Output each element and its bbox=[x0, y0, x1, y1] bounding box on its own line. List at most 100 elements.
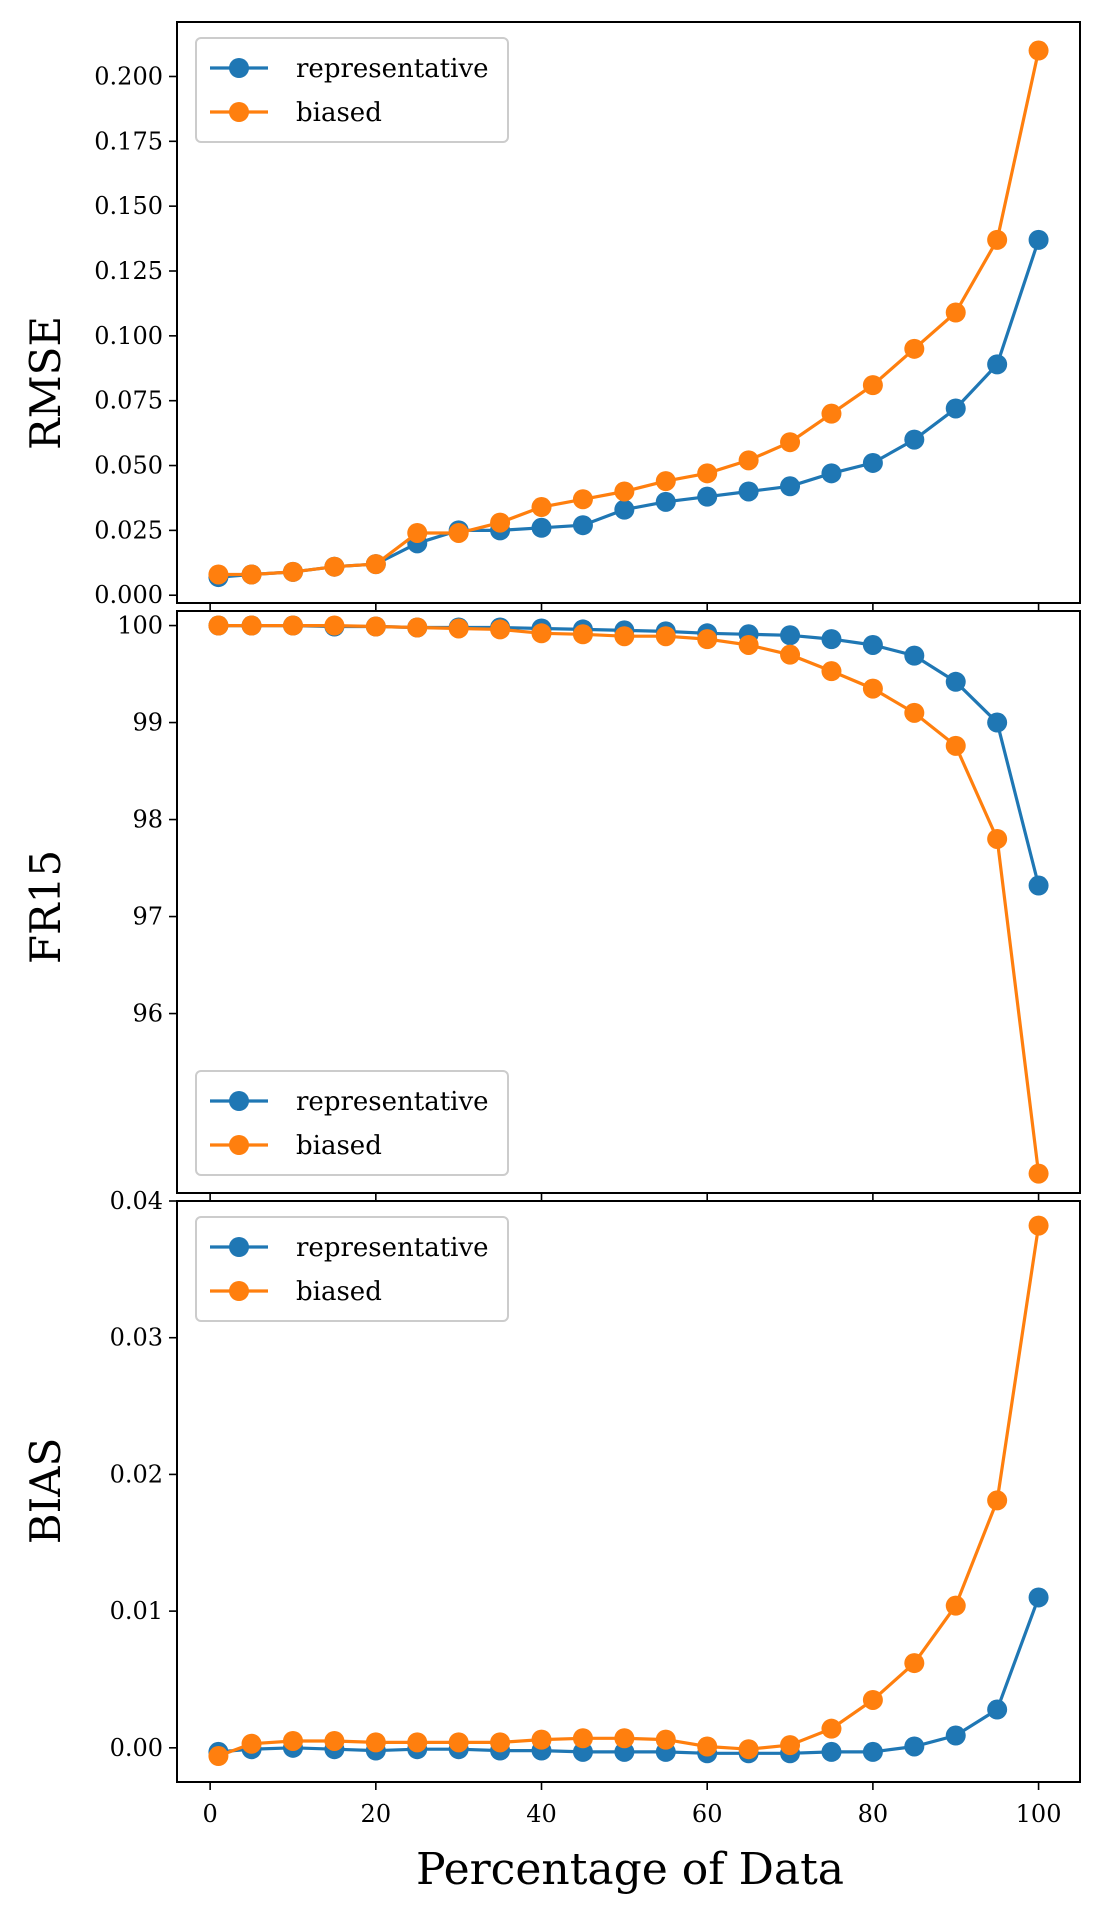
data-point-representative bbox=[945, 1725, 966, 1746]
data-point-representative bbox=[738, 481, 759, 502]
panel-fr15: 96 97 98 99 100 FR15 representative biased bbox=[21, 610, 1081, 1201]
data-point-biased bbox=[821, 1718, 842, 1739]
legend-marker-biased bbox=[229, 1281, 249, 1301]
chart-panels: 0.000 0.025 0.050 0.075 0.100 0.125 0.150 0.175… bbox=[21, 21, 1081, 1790]
data-point-biased bbox=[945, 735, 966, 756]
legend: representative biased bbox=[195, 1070, 509, 1176]
data-point-representative bbox=[945, 671, 966, 692]
legend-label-biased: biased bbox=[296, 98, 382, 128]
y-tick-label: 0.000 bbox=[94, 581, 163, 609]
data-point-biased bbox=[655, 471, 676, 492]
legend-box bbox=[195, 37, 509, 143]
data-point-representative bbox=[780, 476, 801, 497]
data-point-biased bbox=[945, 1595, 966, 1616]
data-point-representative bbox=[1028, 875, 1049, 896]
y-tick-label: 96 bbox=[132, 1000, 163, 1028]
data-point-biased bbox=[655, 626, 676, 647]
data-point-biased bbox=[614, 1728, 635, 1749]
data-point-biased bbox=[365, 616, 386, 637]
data-point-representative bbox=[945, 398, 966, 419]
data-point-biased bbox=[572, 489, 593, 510]
data-point-representative bbox=[821, 1741, 842, 1762]
legend-marker-representative bbox=[229, 1237, 249, 1257]
data-point-representative bbox=[987, 712, 1008, 733]
data-point-representative bbox=[904, 645, 925, 666]
data-point-biased bbox=[282, 1730, 303, 1751]
data-point-representative bbox=[655, 491, 676, 512]
data-point-biased bbox=[987, 229, 1008, 250]
y-tick-label: 0.200 bbox=[94, 62, 163, 90]
legend-box bbox=[195, 1070, 509, 1176]
data-point-biased bbox=[208, 1746, 229, 1767]
data-point-biased bbox=[324, 615, 345, 636]
x-tick-label: 20 bbox=[361, 1800, 392, 1828]
data-point-biased bbox=[1028, 1163, 1049, 1184]
data-point-biased bbox=[987, 1490, 1008, 1511]
y-tick-label: 0.050 bbox=[94, 452, 163, 480]
y-tick-label: 0.02 bbox=[110, 1460, 163, 1488]
axes-frame bbox=[176, 610, 1081, 1194]
legend-label-biased: biased bbox=[296, 1131, 382, 1161]
y-tick-label: 100 bbox=[117, 612, 163, 640]
data-point-biased bbox=[904, 1653, 925, 1674]
data-point-representative bbox=[531, 517, 552, 538]
data-point-biased bbox=[821, 661, 842, 682]
data-point-representative bbox=[862, 1741, 883, 1762]
x-tick-label: 80 bbox=[858, 1800, 889, 1828]
data-point-biased bbox=[208, 564, 229, 585]
data-point-representative bbox=[987, 354, 1008, 375]
data-point-biased bbox=[241, 564, 262, 585]
data-point-biased bbox=[282, 561, 303, 582]
data-point-biased bbox=[697, 629, 718, 650]
data-point-biased bbox=[904, 702, 925, 723]
data-point-biased bbox=[862, 1689, 883, 1710]
y-tick-label: 99 bbox=[132, 709, 163, 737]
data-point-biased bbox=[241, 615, 262, 636]
data-point-biased bbox=[208, 615, 229, 636]
legend-marker-biased bbox=[229, 1135, 249, 1155]
data-point-representative bbox=[572, 515, 593, 536]
data-point-biased bbox=[904, 338, 925, 359]
axes-frame bbox=[176, 21, 1081, 604]
panel-bias: 0.00 0.01 0.02 0.03 0.04 BIAS representative bi… bbox=[21, 1187, 1081, 1790]
data-point-biased bbox=[614, 481, 635, 502]
legend: representative biased bbox=[195, 37, 509, 143]
y-tick-label: 97 bbox=[132, 903, 163, 931]
series-line-representative bbox=[218, 239, 1041, 579]
data-point-biased bbox=[448, 618, 469, 639]
data-point-biased bbox=[697, 463, 718, 484]
data-point-biased bbox=[531, 1729, 552, 1750]
y-tick-label: 0.150 bbox=[94, 192, 163, 220]
data-point-biased bbox=[365, 554, 386, 575]
y-tick-label: 0.04 bbox=[110, 1187, 163, 1215]
data-point-representative bbox=[1028, 229, 1049, 250]
data-point-representative bbox=[614, 1741, 635, 1762]
y-tick-label: 0.03 bbox=[110, 1324, 163, 1352]
data-point-biased bbox=[531, 497, 552, 518]
data-point-biased bbox=[448, 522, 469, 543]
data-point-biased bbox=[821, 403, 842, 424]
data-point-biased bbox=[780, 644, 801, 665]
legend-marker-biased bbox=[229, 102, 249, 122]
data-point-representative bbox=[862, 452, 883, 473]
y-tick-label: 0.01 bbox=[110, 1597, 163, 1625]
y-axis-label: BIAS bbox=[21, 1438, 70, 1545]
y-tick-label: 0.075 bbox=[94, 387, 163, 415]
data-point-biased bbox=[324, 556, 345, 577]
legend-label-biased: biased bbox=[296, 1277, 382, 1307]
x-tick-label: 60 bbox=[692, 1800, 723, 1828]
data-point-biased bbox=[407, 617, 428, 638]
legend: representative biased bbox=[195, 1216, 509, 1322]
data-point-representative bbox=[862, 634, 883, 655]
data-point-representative bbox=[780, 625, 801, 646]
legend-marker-representative bbox=[229, 58, 249, 78]
x-axis: 0 20 40 60 80 100 bbox=[202, 1800, 1061, 1828]
series-group bbox=[208, 40, 1049, 588]
x-tick-label: 0 bbox=[202, 1800, 217, 1828]
data-point-biased bbox=[945, 302, 966, 323]
data-point-biased bbox=[1028, 1215, 1049, 1236]
y-axis-label: FR15 bbox=[21, 850, 70, 964]
data-point-biased bbox=[282, 615, 303, 636]
data-point-biased bbox=[490, 512, 511, 533]
